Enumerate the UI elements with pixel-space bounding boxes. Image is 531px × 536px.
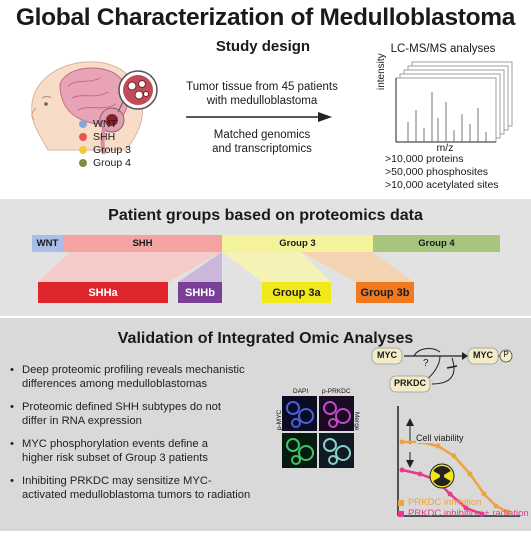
legend-label: Group 4 [93, 156, 131, 169]
legend-item: SHH [79, 130, 169, 143]
legend-entry: PRKDC inhibition [398, 497, 529, 508]
mz-axis-label: m/z [436, 142, 454, 154]
finding-line: activated medulloblastoma tumors to radi… [22, 489, 251, 501]
matched-omics-text: Matched genomics and transcriptomics [172, 128, 352, 156]
finding-line: MYC phosphorylation events define a [22, 438, 208, 450]
legend-dot [79, 132, 87, 141]
group-bar-group3: Group 3 [222, 235, 373, 252]
study-design-heading: Study design [215, 38, 311, 55]
findings-list: • Deep proteomic profiling reveals mechan… [10, 363, 285, 502]
subgroup-shhb: SHHb [178, 282, 222, 303]
mass-spectrum-stack [395, 61, 513, 143]
merge-label: Merge [353, 412, 360, 431]
finding-line: differ in RNA expression [22, 415, 142, 427]
group-bar-shh: SHH [63, 235, 222, 252]
finding-line: Deep proteomic profiling reveals mechani… [22, 364, 245, 376]
finding-line: Inhibiting PRKDC may sensitize MYC- [22, 475, 212, 487]
page-title: Global Characterization of Medulloblasto… [15, 4, 516, 31]
matched-line2: and transcriptomics [212, 143, 312, 155]
legend-dot [79, 119, 87, 128]
group-bar-wnt: WNT [32, 235, 63, 252]
subgroup-group3b: Group 3b [356, 282, 414, 303]
subgroup-shha: SHHa [38, 282, 168, 303]
tumor-tissue-text: Tumor tissue from 45 patients with medul… [172, 80, 352, 108]
finding-item: • Deep proteomic profiling reveals mechan… [10, 364, 245, 390]
question-mark: ? [423, 358, 429, 369]
matched-line1: Matched genomics [213, 129, 311, 141]
myc-node: MYC [377, 350, 397, 360]
subgroup-group3a: Group 3a [262, 282, 331, 303]
finding-line: Proteomic defined SHH subtypes do not [22, 401, 221, 413]
legend-swatch [398, 510, 404, 517]
right-arrow-icon [186, 112, 332, 122]
myc-phospho-node: MYC [473, 350, 493, 360]
result-acetylated: >10,000 acetylated sites [385, 179, 499, 191]
finding-line: differences among medulloblastomas [22, 378, 208, 390]
legend-label: Group 3 [93, 143, 131, 156]
legend-text: PRKDC inhibition + radiation [408, 508, 529, 519]
result-phosphosites: >50,000 phosphosites [385, 166, 489, 178]
patient-groups-heading: Patient groups based on proteomics data [108, 207, 423, 224]
immunofluorescence-image [282, 396, 354, 468]
intensity-axis-label: intensity [376, 53, 387, 90]
p-prkdc-label: p-PRKDC [322, 388, 351, 395]
legend-dot [79, 158, 87, 167]
plot-legend: PRKDC inhibition PRKDC inhibition + radi… [398, 497, 529, 519]
tumor-tissue-line2: with medulloblastoma [206, 95, 318, 107]
validation-heading: Validation of Integrated Omic Analyses [117, 330, 414, 347]
validation-panel [0, 318, 531, 531]
finding-item: • Proteomic defined SHH subtypes do not di… [10, 401, 221, 427]
lcms-heading: LC-MS/MS analyses [390, 43, 496, 55]
prkdc-node: PRKDC [393, 378, 426, 388]
group-bar-group4: Group 4 [373, 235, 500, 252]
legend-item: WNT [79, 117, 169, 130]
finding-item: • Inhibiting PRKDC may sensitize MYC-acti… [10, 475, 251, 501]
cell-viability-label: Cell viability [416, 433, 464, 443]
legend-entry: PRKDC inhibition + radiation [398, 508, 529, 519]
finding-line: higher risk subset of Group 3 patients [22, 452, 208, 464]
phospho-icon: P [503, 350, 509, 359]
lcms-results: >10,000 proteins >50,000 phosphosites >1… [385, 153, 499, 192]
legend-item: Group 3 [79, 143, 169, 156]
legend-swatch [398, 499, 404, 506]
result-proteins: >10,000 proteins [385, 153, 464, 165]
dapi-label: DAPI [293, 388, 309, 395]
child-head-illustration [31, 61, 158, 155]
tumor-tissue-line1: Tumor tissue from 45 patients [186, 81, 338, 93]
subgroup-legend: WNT SHH Group 3 Group 4 [79, 117, 169, 169]
finding-item: • MYC phosphorylation events define a high… [10, 438, 208, 464]
legend-text: PRKDC inhibition [408, 497, 482, 508]
legend-item: Group 4 [79, 156, 169, 169]
legend-label: SHH [93, 130, 116, 143]
legend-label: WNT [93, 117, 117, 130]
legend-dot [79, 145, 87, 154]
subgroup-connectors [38, 252, 414, 282]
